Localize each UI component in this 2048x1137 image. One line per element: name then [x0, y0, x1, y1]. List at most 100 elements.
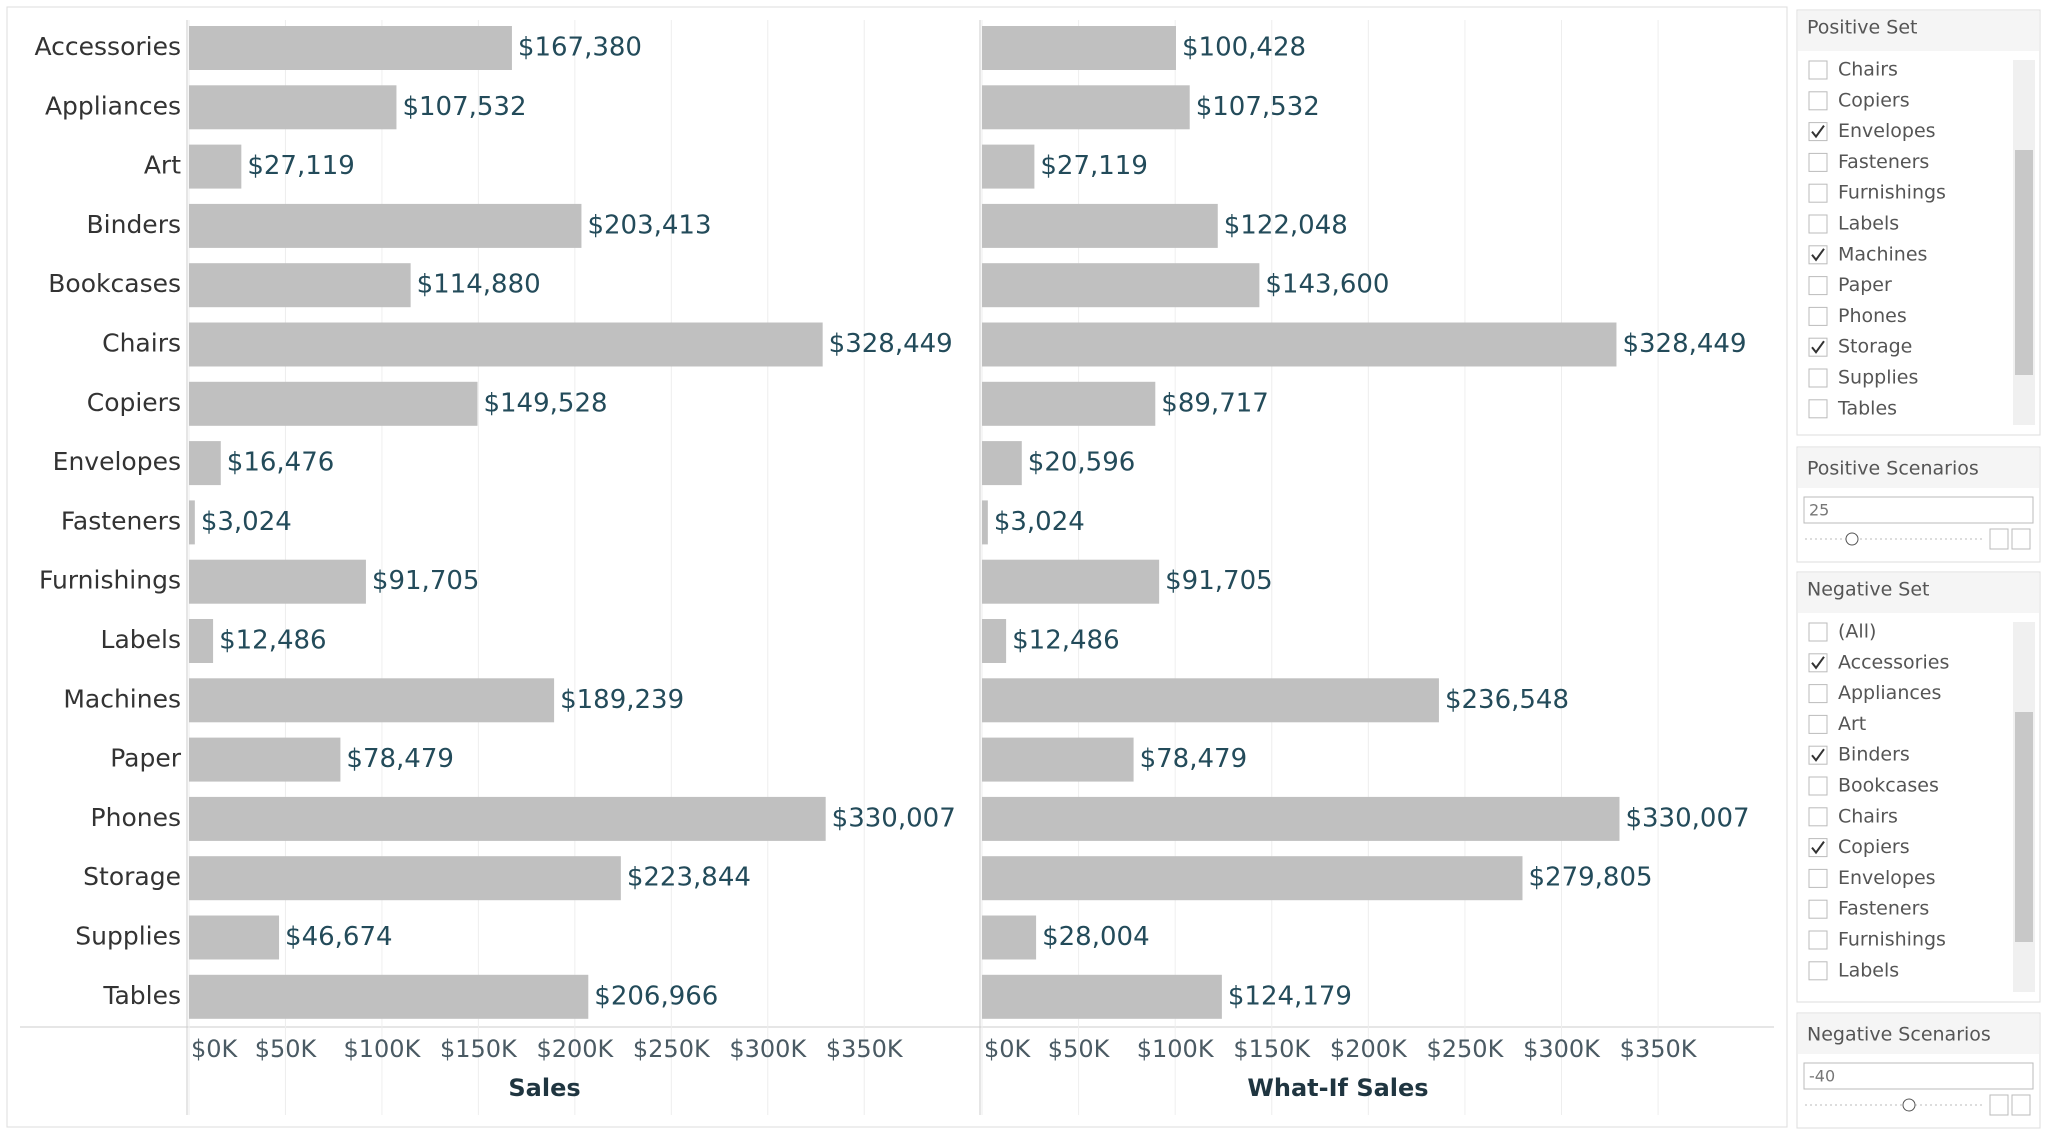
category-label: Accessories — [34, 32, 181, 61]
filter-item[interactable]: Storage — [1838, 336, 1912, 358]
value-label: $124,179 — [1228, 981, 1352, 1011]
checkbox[interactable] — [1808, 745, 1828, 765]
checkbox[interactable] — [1808, 183, 1828, 203]
filter-item[interactable]: Accessories — [1838, 651, 1949, 673]
bar — [982, 559, 1160, 604]
x-axis-title: What-If Sales — [1247, 1074, 1428, 1102]
filter-item[interactable]: Envelopes — [1838, 120, 1936, 142]
value-label: $279,805 — [1529, 863, 1653, 893]
category-label: Art — [144, 151, 181, 180]
checkbox[interactable] — [1808, 122, 1828, 142]
category-label: Binders — [87, 210, 182, 239]
filter-item[interactable]: Fasteners — [1838, 898, 1929, 920]
bar — [982, 85, 1190, 130]
checkbox[interactable] — [1808, 214, 1828, 234]
filter-item[interactable]: Tables — [1837, 397, 1897, 419]
filter-item[interactable]: Furnishings — [1838, 929, 1946, 951]
value-input[interactable] — [1803, 496, 2034, 524]
checkbox[interactable] — [1808, 776, 1828, 796]
x-tick-label: $50K — [1048, 1035, 1111, 1063]
filter-item[interactable]: Copiers — [1838, 89, 1910, 111]
x-tick-label: $50K — [255, 1035, 318, 1063]
scrollbar-thumb — [2015, 712, 2033, 942]
value-label: $12,486 — [1012, 626, 1120, 656]
x-tick-label: $300K — [1523, 1035, 1601, 1063]
category-label: Fasteners — [61, 506, 181, 535]
filter-item[interactable]: Labels — [1838, 213, 1899, 235]
filter-item[interactable]: Supplies — [1838, 367, 1918, 389]
filter-item[interactable]: Fasteners — [1838, 151, 1929, 173]
filter-item[interactable]: Machines — [1838, 243, 1927, 265]
bar — [982, 26, 1176, 70]
checkbox[interactable] — [1808, 807, 1828, 827]
x-tick-label: $200K — [1330, 1035, 1408, 1063]
filter-item[interactable]: Copiers — [1838, 836, 1910, 858]
bar — [982, 678, 1439, 723]
bar — [189, 915, 280, 960]
bar — [189, 619, 214, 663]
bar — [189, 737, 341, 782]
category-label: Bookcases — [48, 269, 181, 298]
filter-title: Positive Set — [1807, 17, 1917, 39]
prev-button[interactable] — [1989, 528, 2009, 550]
filter-item[interactable]: (All) — [1838, 621, 1876, 643]
filter-item[interactable]: Paper — [1838, 274, 1892, 296]
checkbox[interactable] — [1808, 868, 1828, 888]
checkbox[interactable] — [1808, 622, 1828, 642]
checkmark — [1811, 340, 1825, 354]
value-label: $114,880 — [417, 270, 541, 300]
filter-item[interactable]: Bookcases — [1838, 775, 1939, 797]
checkmark — [1811, 248, 1825, 262]
category-label: Appliances — [45, 91, 181, 120]
checkbox[interactable] — [1808, 399, 1828, 419]
bar — [189, 381, 478, 426]
filter-item[interactable]: Envelopes — [1838, 867, 1936, 889]
checkbox[interactable] — [1808, 714, 1828, 734]
checkbox[interactable] — [1808, 653, 1828, 673]
next-button[interactable] — [2011, 528, 2031, 550]
bar — [189, 796, 826, 841]
checkbox[interactable] — [1808, 337, 1828, 357]
checkbox[interactable] — [1808, 306, 1828, 326]
value-label: $78,479 — [1140, 744, 1248, 774]
next-button[interactable] — [2011, 1094, 2031, 1116]
bar — [982, 737, 1134, 782]
filter-item[interactable]: Binders — [1838, 744, 1910, 766]
prev-button[interactable] — [1989, 1094, 2009, 1116]
checkbox[interactable] — [1808, 60, 1828, 80]
checkbox[interactable] — [1808, 152, 1828, 172]
checkbox[interactable] — [1808, 961, 1828, 981]
filter-item[interactable]: Chairs — [1838, 59, 1898, 81]
slider-knob[interactable] — [1902, 1098, 1916, 1112]
value-input[interactable] — [1803, 1062, 2034, 1090]
checkbox[interactable] — [1808, 838, 1828, 858]
filter-item[interactable]: Chairs — [1838, 805, 1898, 827]
checkbox[interactable] — [1808, 930, 1828, 950]
filter-item[interactable]: Labels — [1838, 959, 1899, 981]
x-axis-title: Sales — [508, 1074, 580, 1102]
checkbox[interactable] — [1808, 91, 1828, 111]
value-label: $328,449 — [829, 329, 953, 359]
value-label: $91,705 — [1165, 566, 1273, 596]
checkbox[interactable] — [1808, 684, 1828, 704]
value-label: $91,705 — [372, 566, 480, 596]
bar — [982, 144, 1035, 189]
bar — [189, 856, 621, 901]
value-label: $206,966 — [594, 981, 718, 1011]
filter-item[interactable]: Art — [1838, 713, 1866, 735]
checkbox[interactable] — [1808, 899, 1828, 919]
checkbox[interactable] — [1808, 245, 1828, 265]
slider-value: 25 — [1809, 501, 1829, 520]
filter-item[interactable]: Phones — [1838, 305, 1907, 327]
category-label: Labels — [101, 625, 181, 654]
bar — [189, 322, 823, 367]
value-label: $189,239 — [560, 685, 684, 715]
slider-knob[interactable] — [1845, 532, 1859, 546]
bar — [982, 796, 1620, 841]
checkbox[interactable] — [1808, 368, 1828, 388]
filter-item[interactable]: Appliances — [1838, 682, 1941, 704]
x-tick-label: $150K — [1233, 1035, 1311, 1063]
checkbox[interactable] — [1808, 276, 1828, 296]
category-label: Envelopes — [53, 447, 181, 476]
filter-item[interactable]: Furnishings — [1838, 182, 1946, 204]
